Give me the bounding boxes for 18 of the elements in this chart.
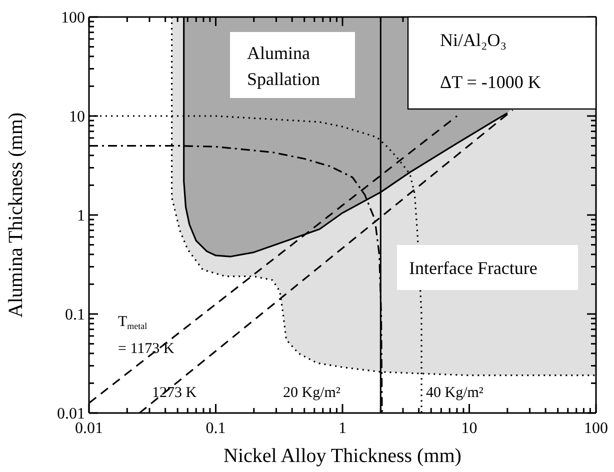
annotation: T$_{metal}$ = 1173 K [118, 314, 174, 357]
x-tick-label: 100 [584, 420, 608, 437]
annotation: 40 Kg/m² [426, 385, 484, 401]
y-tick-label: 0.01 [57, 406, 85, 423]
annotation: Interface Fracture [409, 258, 538, 278]
y-tick-label: 100 [61, 10, 85, 27]
y-tick-label: 0.1 [65, 306, 85, 324]
annotation: 20 Kg/m² [283, 385, 341, 401]
y-tick-label: 10 [69, 108, 85, 126]
x-tick-label: 0.1 [206, 420, 226, 437]
x-tick-label: 10 [461, 420, 478, 437]
y-tick-label: 1 [77, 208, 85, 225]
text: Ni/Al₂O₃ ΔT = -1000 K [440, 30, 541, 92]
x-tick-label: 1 [338, 420, 346, 437]
x-axis-title: Nickel Alloy Thickness (mm) [224, 445, 462, 467]
annotation: 1273 K [152, 385, 197, 401]
annotation: Alumina Spallation [247, 43, 320, 89]
y-axis-title: Alumina Thickness (mm) [5, 112, 27, 318]
